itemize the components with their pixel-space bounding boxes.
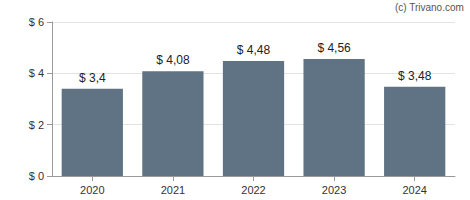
- svg-text:2021: 2021: [161, 184, 185, 196]
- svg-text:2023: 2023: [322, 184, 346, 196]
- svg-text:$ 4,48: $ 4,48: [237, 43, 271, 57]
- svg-text:$ 6: $ 6: [29, 16, 44, 28]
- svg-text:2024: 2024: [402, 184, 426, 196]
- svg-text:$ 3,4: $ 3,4: [79, 71, 106, 85]
- svg-text:(c) Trivano.com: (c) Trivano.com: [395, 2, 464, 13]
- svg-text:$ 4: $ 4: [29, 67, 44, 79]
- svg-text:2020: 2020: [80, 184, 104, 196]
- svg-text:$ 0: $ 0: [29, 170, 44, 182]
- svg-text:$ 3,48: $ 3,48: [398, 69, 432, 83]
- svg-text:2022: 2022: [241, 184, 265, 196]
- svg-text:$ 4,08: $ 4,08: [156, 53, 190, 67]
- svg-text:$ 4,56: $ 4,56: [317, 41, 351, 55]
- svg-text:$ 2: $ 2: [29, 119, 44, 131]
